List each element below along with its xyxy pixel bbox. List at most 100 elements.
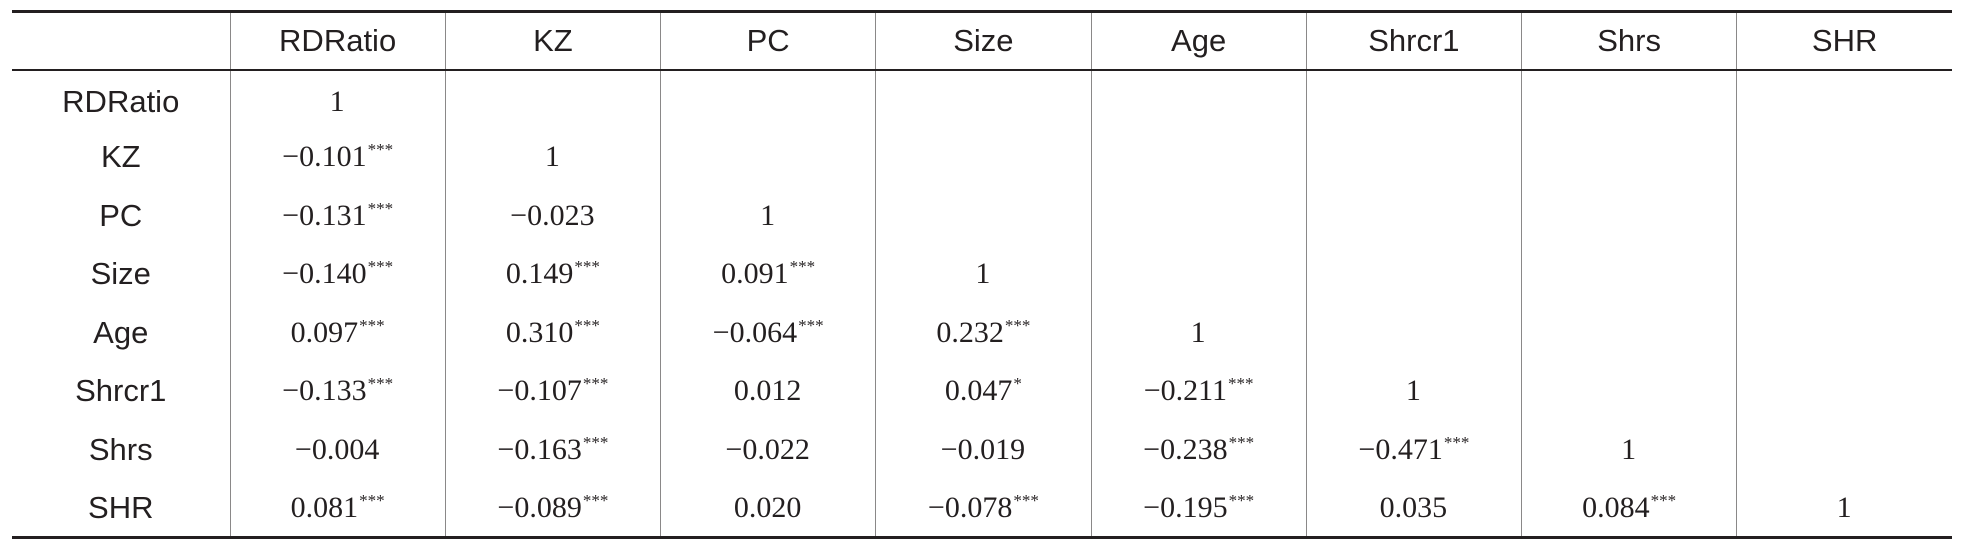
table-cell: −0.107*** bbox=[444, 362, 661, 421]
table-cell: 0.149*** bbox=[444, 245, 661, 304]
table-cell bbox=[1736, 69, 1952, 128]
table-cell bbox=[875, 186, 1091, 245]
cell-value: 0.091 bbox=[721, 257, 789, 291]
table-cell bbox=[1736, 128, 1952, 187]
table-cell: 1 bbox=[875, 245, 1091, 304]
cell-value: −0.078 bbox=[927, 490, 1013, 524]
cell-value: −0.023 bbox=[510, 198, 595, 232]
table-cell bbox=[1736, 245, 1952, 304]
table-cell: −0.019 bbox=[875, 420, 1091, 479]
table-cell bbox=[1736, 186, 1952, 245]
cell-value: 1 bbox=[760, 198, 776, 232]
table-row: Size −0.140*** 0.149*** 0.091*** 1 bbox=[12, 245, 1952, 304]
header-cell-age: Age bbox=[1090, 10, 1307, 71]
significance-stars: *** bbox=[1228, 432, 1255, 452]
table-cell: 1 bbox=[659, 186, 876, 245]
significance-stars: *** bbox=[1228, 374, 1254, 394]
row-label: RDRatio bbox=[62, 84, 180, 120]
table-cell: 0.047* bbox=[875, 362, 1091, 421]
table-cell bbox=[1736, 362, 1952, 421]
significance-stars: *** bbox=[367, 140, 394, 160]
cell-value: 1 bbox=[1836, 490, 1852, 524]
table-cell: 0.012 bbox=[659, 362, 876, 421]
table-cell: 0.084*** bbox=[1520, 479, 1737, 539]
significance-stars: *** bbox=[574, 315, 600, 335]
table-cell bbox=[1090, 186, 1307, 245]
table-body: RDRatio 1 KZ −0.101*** 1 PC −0.131*** −0.023 1 Si… bbox=[12, 69, 1952, 539]
cell-value: −0.238 bbox=[1143, 432, 1228, 466]
table-cell bbox=[1090, 128, 1307, 187]
header-cell-size: Size bbox=[875, 10, 1091, 71]
table-cell: 0.035 bbox=[1305, 479, 1522, 539]
table-cell: −0.471*** bbox=[1305, 420, 1522, 479]
table-cell bbox=[1520, 69, 1737, 128]
table-cell bbox=[1520, 303, 1737, 362]
table-header-row: RDRatio KZ PC Size Age Shrcr1 Shrs SHR bbox=[12, 10, 1952, 71]
cell-value: 0.232 bbox=[936, 315, 1004, 349]
table-cell bbox=[1090, 69, 1307, 128]
cell-value: 1 bbox=[975, 257, 991, 291]
table-cell: 1 bbox=[1305, 362, 1522, 421]
significance-stars: *** bbox=[367, 257, 394, 277]
header-cell-pc: PC bbox=[659, 10, 876, 71]
cell-value: 0.020 bbox=[733, 490, 802, 524]
table-cell: −0.004 bbox=[229, 420, 446, 479]
header-cell-rdratio: RDRatio bbox=[229, 10, 446, 71]
table-cell: 1 bbox=[229, 69, 446, 128]
significance-stars: *** bbox=[359, 315, 385, 335]
table-cell bbox=[1305, 128, 1522, 187]
table-cell bbox=[1305, 245, 1522, 304]
table-cell: 1 bbox=[1520, 420, 1737, 479]
table-cell bbox=[1305, 303, 1522, 362]
cell-value: −0.195 bbox=[1143, 490, 1228, 524]
cell-value: 0.035 bbox=[1379, 490, 1448, 524]
table-row: Shrs −0.004 −0.163*** −0.022 −0.019 −0.238***… bbox=[12, 420, 1952, 479]
row-label: Shrs bbox=[88, 431, 153, 467]
significance-stars: *** bbox=[574, 257, 600, 277]
significance-stars: *** bbox=[582, 432, 609, 452]
table-cell bbox=[1305, 186, 1522, 245]
cell-value: 0.012 bbox=[733, 374, 802, 408]
cell-value: 1 bbox=[329, 85, 345, 119]
table-cell bbox=[1305, 69, 1522, 128]
table-cell: 0.020 bbox=[659, 479, 876, 539]
cell-value: 0.084 bbox=[1582, 490, 1650, 524]
significance-stars: *** bbox=[1443, 432, 1470, 452]
cell-value: −0.107 bbox=[497, 374, 582, 408]
header-cell-shr: SHR bbox=[1736, 10, 1952, 71]
table-cell: −0.064*** bbox=[659, 303, 876, 362]
table-cell: −0.078*** bbox=[875, 479, 1091, 539]
cell-value: 1 bbox=[1621, 432, 1637, 466]
cell-value: −0.211 bbox=[1143, 374, 1228, 408]
significance-stars: *** bbox=[1013, 490, 1039, 510]
significance-stars: *** bbox=[582, 490, 609, 510]
table-row: Shrcr1 −0.133*** −0.107*** 0.012 0.047* −0.21… bbox=[12, 362, 1952, 421]
cell-value: −0.064 bbox=[712, 315, 798, 349]
table-cell: −0.089*** bbox=[444, 479, 661, 539]
table-cell: −0.133*** bbox=[229, 362, 446, 421]
table-cell bbox=[1520, 128, 1737, 187]
table-cell: 0.097*** bbox=[229, 303, 446, 362]
table-cell: −0.211*** bbox=[1090, 362, 1307, 421]
significance-stars: * bbox=[1013, 374, 1022, 394]
table-cell: 0.310*** bbox=[444, 303, 661, 362]
cell-value: −0.004 bbox=[294, 432, 380, 466]
header-cell-shrcr1: Shrcr1 bbox=[1305, 10, 1522, 71]
table-cell: −0.163*** bbox=[444, 420, 661, 479]
row-label: KZ bbox=[100, 139, 141, 175]
table-cell bbox=[659, 69, 876, 128]
table-cell bbox=[1090, 245, 1307, 304]
significance-stars: *** bbox=[367, 374, 394, 394]
correlation-table-container: RDRatio KZ PC Size Age Shrcr1 Shrs SHR R… bbox=[12, 10, 1952, 539]
table-row: Age 0.097*** 0.310*** −0.064*** 0.232*** 1 bbox=[12, 303, 1952, 362]
table-cell: −0.140*** bbox=[229, 245, 446, 304]
correlation-table: RDRatio KZ PC Size Age Shrcr1 Shrs SHR R… bbox=[12, 10, 1952, 539]
cell-value: −0.471 bbox=[1358, 432, 1443, 466]
significance-stars: *** bbox=[1228, 490, 1255, 510]
table-cell bbox=[659, 128, 876, 187]
table-row: KZ −0.101*** 1 bbox=[12, 128, 1952, 187]
cell-value: −0.163 bbox=[497, 432, 582, 466]
significance-stars: *** bbox=[1004, 315, 1031, 335]
table-cell: −0.022 bbox=[659, 420, 876, 479]
table-cell: 0.091*** bbox=[659, 245, 876, 304]
